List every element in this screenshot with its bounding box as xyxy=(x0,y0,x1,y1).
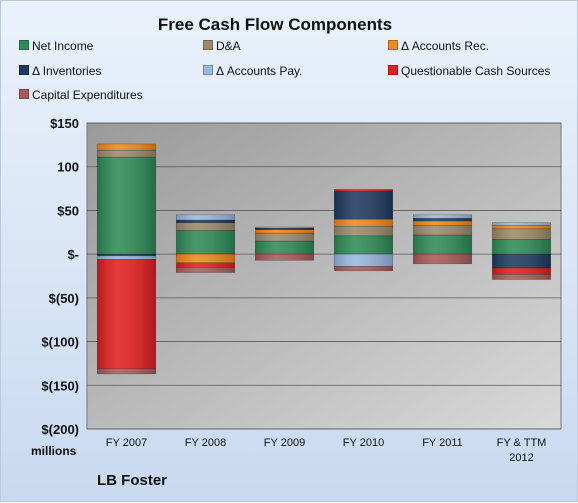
bar-segment-shade xyxy=(255,254,314,261)
bar-segment-shade xyxy=(176,220,235,223)
bar-segment-shade xyxy=(413,218,472,221)
bar-segment-shade xyxy=(97,150,156,158)
bar-segment-shade xyxy=(176,230,235,255)
legend-item-questionable-cash: Questionable Cash Sources xyxy=(388,64,550,78)
legend-swatch xyxy=(388,40,398,50)
bar-segment-shade xyxy=(334,219,393,227)
plot-area xyxy=(86,122,562,430)
bar-segment-shade xyxy=(255,233,314,242)
y-tick-label: $(150) xyxy=(41,378,79,393)
bar-segment-shade xyxy=(413,214,472,219)
bar-segment-shade xyxy=(176,267,235,273)
bar-segment-shade xyxy=(255,227,314,229)
bar-segment-shade xyxy=(492,225,551,229)
legend-label: Capital Expenditures xyxy=(32,88,143,102)
bar-segment-shade xyxy=(413,220,472,226)
bar-segment-shade xyxy=(97,254,156,256)
legend-swatch xyxy=(19,65,29,75)
bar-segment-shade xyxy=(492,274,551,280)
bar-segment-shade xyxy=(97,157,156,255)
bar-segment-shade xyxy=(255,241,314,255)
y-tick-label: $50 xyxy=(57,203,79,218)
x-tick-label: FY 2007 xyxy=(106,437,147,449)
legend-label: Δ Inventories xyxy=(32,64,102,78)
bar-segment-shade xyxy=(492,239,551,255)
chart-footer-company: LB Foster xyxy=(97,472,168,489)
y-tick-label: 100 xyxy=(57,160,79,175)
legend-swatch xyxy=(19,89,29,99)
bar-segment-shade xyxy=(97,259,156,369)
legend-label: D&A xyxy=(216,39,241,53)
legend-item-accounts-rec: Δ Accounts Rec. xyxy=(388,39,489,53)
y-tick-label: $- xyxy=(67,247,79,262)
bar-segment-shade xyxy=(413,225,472,235)
bar-segment-shade xyxy=(176,254,235,263)
bar-segment-shade xyxy=(255,229,314,234)
legend-item-da: D&A xyxy=(203,39,241,53)
bar-segment-shade xyxy=(492,222,551,226)
y-tick-label: $(50) xyxy=(49,291,79,306)
bar-segment-shade xyxy=(492,228,551,240)
legend-label: Net Income xyxy=(32,39,94,53)
bar-segment-shade xyxy=(97,255,156,260)
legend-swatch xyxy=(19,40,29,50)
chart-title: Free Cash Flow Components xyxy=(157,15,393,34)
legend-item-accounts-pay: Δ Accounts Pay. xyxy=(203,64,303,78)
bar-segment-shade xyxy=(334,226,393,236)
y-tick-label: $(200) xyxy=(41,422,79,437)
bar-segment-shade xyxy=(176,262,235,268)
legend-item-capex: Capital Expenditures xyxy=(19,88,143,102)
legend-swatch xyxy=(203,40,213,50)
y-tick-label: $150 xyxy=(50,116,79,131)
x-tick-label: FY & TTM xyxy=(497,437,547,449)
x-tick-label: FY 2009 xyxy=(264,437,305,449)
bar-segment-shade xyxy=(176,214,235,221)
bar-segment-shade xyxy=(97,143,156,151)
bar-segment-shade xyxy=(334,235,393,255)
bar-segment-shade xyxy=(492,268,551,275)
bar-segment-shade xyxy=(492,254,551,269)
x-tick-label: FY 2010 xyxy=(343,437,384,449)
legend-swatch xyxy=(388,65,398,75)
x-tick-label: 2012 xyxy=(509,452,533,464)
x-tick-label: FY 2011 xyxy=(422,437,463,449)
x-tick-label: FY 2008 xyxy=(185,437,226,449)
bar-segment-shade xyxy=(334,189,393,192)
y-axis-unit-label: millions xyxy=(31,444,77,458)
bar-segment-shade xyxy=(413,254,472,264)
legend-label: Δ Accounts Rec. xyxy=(401,39,490,53)
bar-segment-shade xyxy=(97,368,156,374)
legend-label: Δ Accounts Pay. xyxy=(216,64,303,78)
bar-segment-shade xyxy=(176,222,235,231)
y-tick-label: $(100) xyxy=(41,335,79,350)
legend-item-net-income: Net Income xyxy=(19,39,93,53)
legend-item-inventories: Δ Inventories xyxy=(19,64,101,78)
bar-segment-shade xyxy=(334,254,393,267)
bar-segment-shade xyxy=(255,227,314,230)
bar-segment-shade xyxy=(334,266,393,271)
legend-label: Questionable Cash Sources xyxy=(401,64,551,78)
legend-swatch xyxy=(203,65,213,75)
bar-segment-shade xyxy=(334,191,393,220)
bar-segment-shade xyxy=(413,234,472,255)
